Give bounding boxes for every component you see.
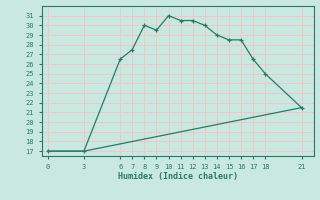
X-axis label: Humidex (Indice chaleur): Humidex (Indice chaleur) <box>118 172 237 181</box>
